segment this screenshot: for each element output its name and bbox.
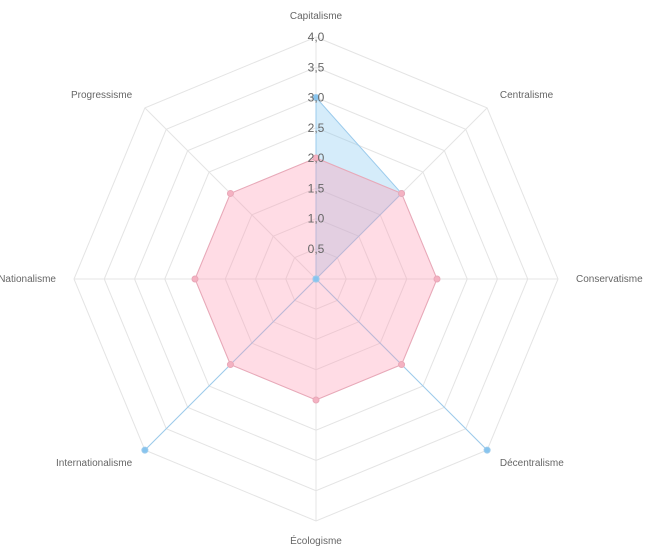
series-1-point-1 (312, 94, 320, 101)
tick-label-3: 1,5 (308, 181, 325, 195)
series-2-point-5 (312, 396, 320, 404)
series-2-point-8 (226, 189, 234, 197)
axis-labels: Capitalisme Centralisme Conservatisme Décen… (0, 11, 643, 547)
axis-label-5: Écologisme (290, 534, 342, 547)
axis-label-1: Capitalisme (290, 11, 343, 22)
tick-label-2: 1,0 (308, 212, 325, 226)
axis-label-6: Internationalisme (56, 458, 133, 469)
series-1-point-4 (483, 446, 491, 454)
series-2-point-3 (433, 275, 441, 283)
series-2-point-4 (398, 361, 406, 369)
axis-label-3: Conservatisme (576, 274, 643, 285)
series-2-point-1 (312, 154, 320, 162)
tick-label-1: 0,5 (308, 242, 325, 256)
axis-label-2: Centralisme (500, 90, 554, 101)
tick-label-6: 3,0 (308, 91, 325, 105)
series-1-point-8 (312, 275, 320, 283)
series-2-point-6 (226, 361, 234, 369)
data-points (141, 94, 491, 454)
axis-label-7: Nationalisme (0, 274, 56, 285)
series-2-point-7 (191, 275, 199, 283)
series-1-point-6 (141, 446, 149, 454)
axis-label-8: Progressisme (71, 90, 133, 101)
tick-label-5: 2,5 (308, 121, 325, 135)
axis-label-4: Décentralisme (500, 458, 564, 469)
tick-labels: 0,5 1,0 1,5 2,0 2,5 3,0 3,5 4,0 (308, 30, 325, 256)
tick-label-4: 2,0 (308, 151, 325, 165)
series-2-point-2 (398, 189, 406, 197)
tick-label-7: 3,5 (308, 60, 325, 74)
tick-label-8: 4,0 (308, 30, 325, 44)
